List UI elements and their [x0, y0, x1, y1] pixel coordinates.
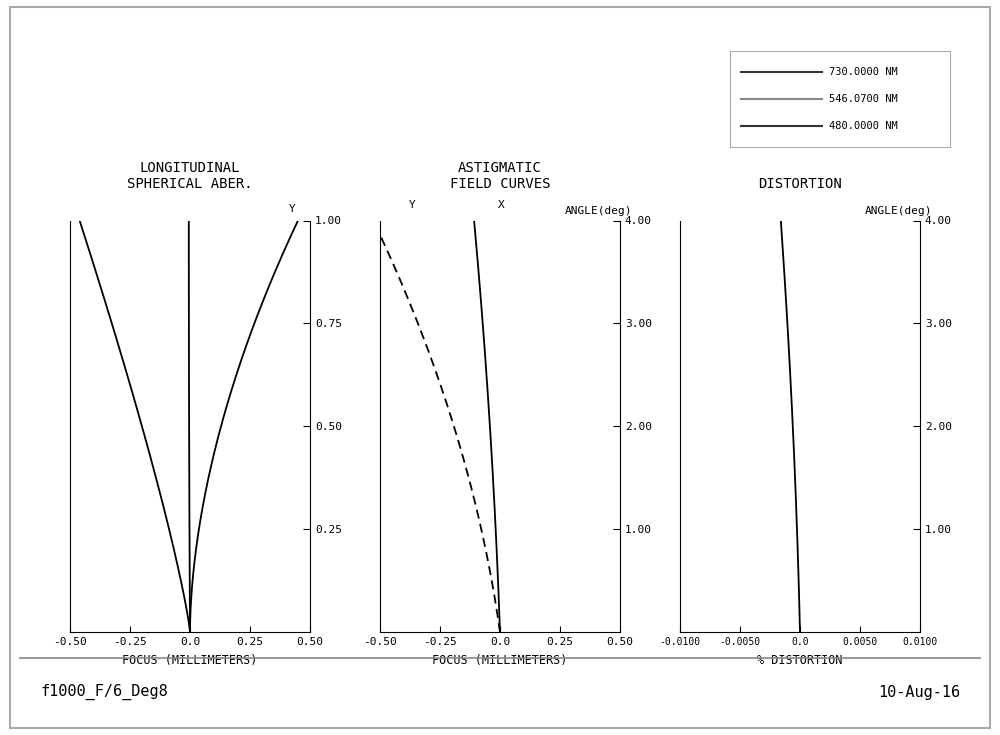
Text: LONGITUDINAL
SPHERICAL ABER.: LONGITUDINAL SPHERICAL ABER.: [127, 161, 253, 191]
Text: ANGLE(deg): ANGLE(deg): [864, 207, 932, 216]
Text: Y: Y: [289, 204, 296, 215]
Text: ANGLE(deg): ANGLE(deg): [564, 207, 632, 216]
Text: 546.0700 NM: 546.0700 NM: [829, 94, 898, 104]
X-axis label: FOCUS (MILLIMETERS): FOCUS (MILLIMETERS): [122, 654, 258, 667]
X-axis label: % DISTORTION: % DISTORTION: [757, 654, 843, 667]
Text: f1000_F/6_Deg8: f1000_F/6_Deg8: [40, 684, 168, 700]
Text: Y: Y: [409, 200, 416, 210]
Text: X: X: [498, 200, 504, 210]
X-axis label: FOCUS (MILLIMETERS): FOCUS (MILLIMETERS): [432, 654, 568, 667]
Text: ASTIGMATIC
FIELD CURVES: ASTIGMATIC FIELD CURVES: [450, 161, 550, 191]
Text: 480.0000 NM: 480.0000 NM: [829, 121, 898, 131]
Text: 730.0000 NM: 730.0000 NM: [829, 68, 898, 77]
Text: DISTORTION: DISTORTION: [758, 177, 842, 191]
Text: 10-Aug-16: 10-Aug-16: [878, 685, 960, 700]
